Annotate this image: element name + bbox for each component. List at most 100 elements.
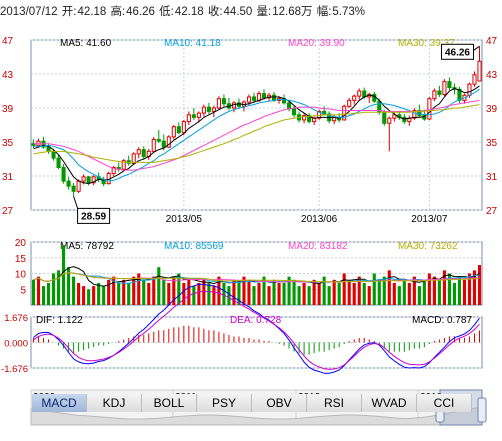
volume-bar bbox=[167, 282, 171, 305]
volume-bar bbox=[262, 276, 266, 305]
candle-body bbox=[362, 90, 367, 98]
candle-body bbox=[472, 74, 477, 85]
volume-bar bbox=[182, 282, 186, 305]
candle-body bbox=[271, 94, 277, 101]
tab-obv[interactable]: OBV bbox=[252, 394, 307, 412]
volume-bar bbox=[397, 286, 401, 305]
max-pointer bbox=[473, 45, 480, 51]
candle-body bbox=[312, 117, 317, 123]
navigator-right-handle[interactable] bbox=[477, 397, 487, 423]
volume-bar bbox=[31, 279, 36, 305]
tab-psy[interactable]: PSY bbox=[197, 394, 252, 412]
candle-body bbox=[307, 115, 312, 123]
candle-body bbox=[251, 96, 257, 101]
candle-body bbox=[91, 176, 96, 184]
volume-bar bbox=[347, 279, 351, 305]
volume-bar bbox=[332, 279, 336, 305]
date-tick-label: 2013/07 bbox=[411, 214, 448, 225]
volume-bar bbox=[282, 282, 286, 305]
volume-bar bbox=[222, 282, 226, 305]
volume-bar bbox=[372, 273, 376, 305]
date-tick-label: 2013/05 bbox=[166, 214, 203, 225]
volume-tick-label: 15 bbox=[15, 254, 27, 265]
volume-bar bbox=[452, 282, 456, 305]
volume-bar bbox=[427, 273, 431, 305]
stock-chart[interactable]: 47 47 43 43 39 39 35 35 31 31 27 27 2013/05 2013/06 20… bbox=[0, 24, 502, 436]
change-value: 5.73% bbox=[332, 6, 366, 18]
price-legend-1: MA10: 41.18 bbox=[164, 38, 221, 49]
price-ma10-line bbox=[33, 88, 480, 182]
tab-cci[interactable]: CCI bbox=[417, 394, 472, 412]
volume-bar bbox=[82, 286, 86, 305]
volume-bar bbox=[362, 282, 366, 305]
candle-body bbox=[352, 95, 357, 101]
candle-body bbox=[417, 110, 422, 117]
candle-body bbox=[176, 126, 181, 134]
chart-area[interactable]: 47 47 43 43 39 39 35 35 31 31 27 27 2013/05 2013/06 20… bbox=[0, 24, 502, 436]
candle-body bbox=[447, 81, 452, 89]
dif-label: DIF: 1.122 bbox=[36, 315, 83, 326]
volume-bar bbox=[157, 267, 161, 305]
price-legend-3: MA30: 39.37 bbox=[398, 38, 455, 49]
price-tick-right: 47 bbox=[486, 36, 498, 47]
high-value: 46.26 bbox=[126, 6, 155, 18]
macd-tick-label: 0.000 bbox=[4, 339, 28, 350]
candle-body bbox=[206, 106, 211, 112]
candle-body bbox=[166, 136, 171, 148]
volume-bar bbox=[297, 286, 301, 305]
candle-body bbox=[347, 99, 352, 107]
candle-body bbox=[61, 167, 66, 182]
candle-body bbox=[111, 167, 116, 174]
low-label: 低: bbox=[159, 6, 174, 18]
volume-bar bbox=[237, 282, 241, 305]
volume-bar bbox=[367, 286, 371, 305]
volume-bar bbox=[57, 270, 61, 305]
volume-bar bbox=[437, 279, 441, 305]
candle-body bbox=[392, 114, 397, 119]
price-tick-right: 43 bbox=[486, 70, 498, 81]
candle-body bbox=[342, 105, 347, 121]
volume-bar bbox=[227, 286, 231, 305]
volume-bar bbox=[267, 286, 271, 305]
volume-bar bbox=[117, 282, 121, 305]
volume-bar bbox=[472, 270, 477, 305]
tab-wvad[interactable]: WVAD bbox=[362, 394, 417, 412]
volume-bar bbox=[92, 286, 96, 305]
tab-rsi[interactable]: RSI bbox=[307, 394, 362, 412]
volume-legend-1: MA10: 85569 bbox=[164, 241, 224, 252]
open-label: 开: bbox=[61, 6, 77, 18]
volume-legend-2: MA20: 83182 bbox=[288, 241, 348, 252]
candle-body bbox=[422, 115, 427, 120]
candle-body bbox=[357, 90, 362, 97]
close-value: 44.50 bbox=[223, 6, 253, 18]
tab-kdj[interactable]: KDJ bbox=[87, 394, 142, 412]
candle-body bbox=[211, 107, 216, 112]
volume-bar bbox=[67, 267, 71, 305]
tab-boll[interactable]: BOLL bbox=[142, 394, 197, 412]
volume-tick-label: 20 bbox=[15, 238, 27, 249]
volume-bar bbox=[72, 276, 76, 305]
price-tick-right: 35 bbox=[486, 138, 498, 149]
candle-body bbox=[71, 185, 76, 192]
tab-macd[interactable]: MACD bbox=[32, 394, 87, 412]
candle-body bbox=[432, 90, 437, 100]
volume-bar bbox=[302, 282, 306, 305]
volume-bar bbox=[177, 273, 181, 305]
price-legend-0: MA5: 41.60 bbox=[60, 38, 112, 49]
close-label: 收: bbox=[207, 6, 223, 18]
volume-bar bbox=[217, 276, 221, 305]
min-box bbox=[77, 207, 111, 224]
indicator-tabs: MACD KDJ BOLL PSY OBV RSI WVAD CCI bbox=[32, 394, 472, 412]
candle-body bbox=[467, 83, 472, 96]
volume-bar bbox=[152, 276, 156, 305]
volume-bar bbox=[442, 270, 446, 305]
candle-body bbox=[196, 112, 201, 118]
volume-bar bbox=[377, 279, 381, 305]
candle-body bbox=[46, 146, 51, 152]
volume-bar bbox=[41, 286, 46, 305]
date-tick-label: 2013/06 bbox=[301, 214, 338, 225]
volume-bar bbox=[132, 276, 136, 305]
volume-bar bbox=[432, 276, 436, 305]
volume-legend-3: MA30: 73262 bbox=[398, 241, 458, 252]
volume-bar bbox=[97, 282, 101, 305]
